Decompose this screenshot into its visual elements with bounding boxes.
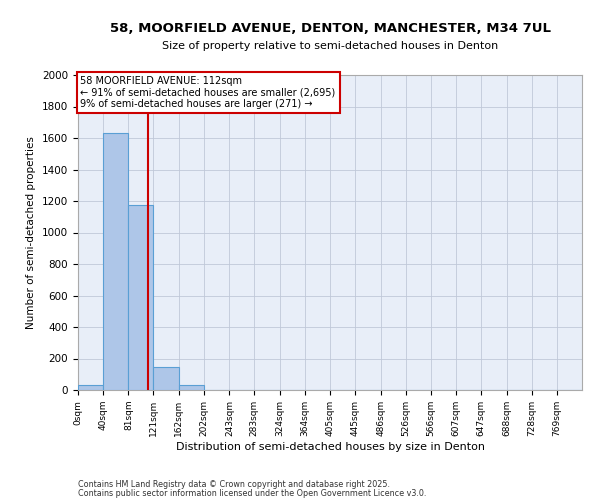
Bar [128,205,154,390]
Text: Contains HM Land Registry data © Crown copyright and database right 2025.: Contains HM Land Registry data © Crown c… [78,480,390,489]
Bar [103,134,128,390]
Text: Contains public sector information licensed under the Open Government Licence v3: Contains public sector information licen… [78,489,427,498]
Bar [78,386,103,390]
Text: Size of property relative to semi-detached houses in Denton: Size of property relative to semi-detach… [162,41,498,51]
X-axis label: Distribution of semi-detached houses by size in Denton: Distribution of semi-detached houses by … [176,442,485,452]
Text: 58 MOORFIELD AVENUE: 112sqm
← 91% of semi-detached houses are smaller (2,695)
9%: 58 MOORFIELD AVENUE: 112sqm ← 91% of sem… [80,76,336,109]
Text: 58, MOORFIELD AVENUE, DENTON, MANCHESTER, M34 7UL: 58, MOORFIELD AVENUE, DENTON, MANCHESTER… [110,22,551,36]
Y-axis label: Number of semi-detached properties: Number of semi-detached properties [26,136,37,329]
Bar [179,386,204,390]
Bar [154,367,179,390]
